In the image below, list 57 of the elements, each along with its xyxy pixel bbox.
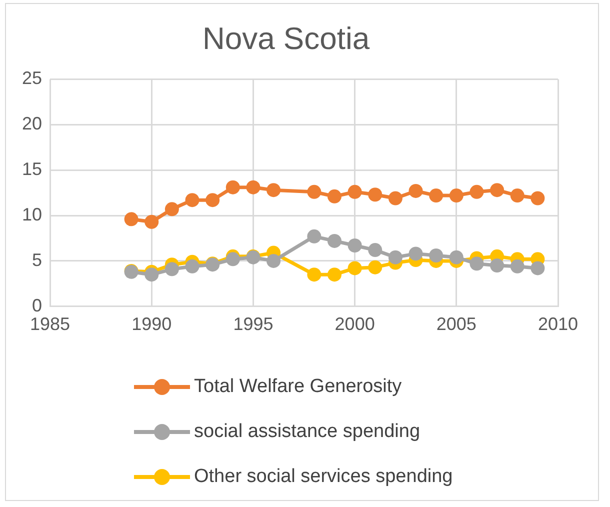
point: [266, 183, 281, 198]
point: [388, 250, 402, 264]
point: [408, 246, 423, 261]
point: [510, 188, 524, 203]
y-tick-label: 10: [22, 204, 42, 224]
point: [510, 259, 524, 274]
point: [530, 261, 545, 276]
point: [449, 250, 464, 264]
point: [490, 183, 504, 198]
point: [144, 268, 159, 282]
point: [226, 252, 240, 266]
point: [327, 189, 342, 204]
point: [368, 260, 382, 274]
point: [348, 261, 362, 276]
point: [388, 191, 402, 206]
point: [348, 184, 362, 199]
point: [470, 256, 484, 271]
point: [490, 258, 504, 273]
point: [164, 262, 179, 276]
point: [144, 214, 159, 229]
point: [368, 188, 382, 202]
y-tick-label: 25: [22, 68, 42, 88]
point: [348, 238, 362, 253]
point: [327, 234, 342, 248]
point: [408, 184, 423, 198]
point: [368, 243, 382, 258]
point: [246, 180, 260, 194]
x-tick-label: 1985: [30, 314, 70, 334]
point: [449, 188, 464, 203]
x-tick-label: 2000: [334, 314, 375, 334]
point: [429, 188, 444, 203]
point: [530, 191, 545, 206]
point: [470, 184, 484, 199]
point: [307, 268, 322, 282]
x-tick-label: 2010: [538, 314, 578, 334]
x-tick-label: 2005: [436, 314, 476, 334]
point: [206, 193, 220, 208]
point: [124, 212, 138, 226]
legend-label: Total Welfare Generosity: [194, 376, 402, 398]
point: [185, 193, 200, 208]
point: [327, 268, 342, 282]
point: [307, 184, 322, 199]
point: [266, 254, 281, 268]
y-tick-label: 5: [32, 250, 42, 270]
legend-label: social assistance spending: [194, 420, 420, 442]
y-tick-label: 0: [32, 295, 42, 316]
x-tick-label: 1990: [132, 314, 172, 334]
y-tick-label: 20: [22, 114, 42, 134]
legend-label: Other social services spending: [194, 466, 453, 488]
chart-title: Nova Scotia: [202, 21, 370, 56]
y-tick-label: 15: [22, 159, 42, 180]
point: [226, 180, 240, 194]
x-tick-label: 1995: [233, 314, 274, 334]
point: [185, 259, 200, 274]
point: [307, 229, 322, 244]
point: [429, 248, 444, 263]
point: [164, 202, 179, 216]
